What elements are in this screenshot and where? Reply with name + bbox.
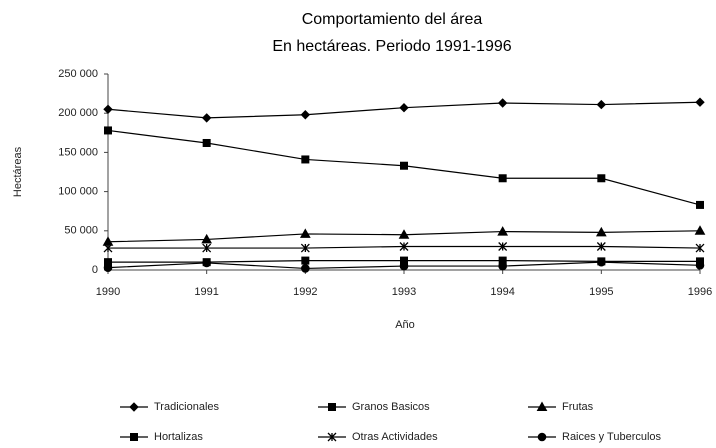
marker [595,226,607,237]
marker [202,258,211,268]
x-tick-label: 1994 [490,286,514,298]
marker [301,264,310,273]
marker [300,110,311,120]
marker [399,261,409,271]
marker [695,97,705,107]
marker [104,126,112,135]
marker [103,263,113,272]
marker [327,432,337,442]
marker [497,98,508,108]
marker [300,243,310,253]
marker [103,243,113,253]
marker [328,403,336,411]
marker [597,174,606,183]
y-tick-label: 50 000 [64,225,98,237]
y-tick-label: 100 000 [58,186,98,198]
marker [201,113,212,123]
legend-label: Granos Basicos [352,401,430,413]
y-tick-label: 150 000 [58,146,98,158]
x-tick-label: 1992 [293,286,317,298]
marker [694,225,706,235]
marker [301,155,310,164]
chart-subtitle: En hectáreas. Periodo 1991-1996 [272,38,511,55]
x-tick-label: 1996 [688,286,712,298]
x-tick-label: 1995 [589,286,613,298]
marker [202,243,212,253]
x-tick-label: 1993 [392,286,416,298]
marker [497,226,509,236]
chart-title: Comportamiento del área [302,11,483,28]
marker [398,229,410,239]
marker [597,257,606,267]
marker [537,432,547,442]
legend-label: Otras Actividades [352,431,438,443]
marker [696,200,704,209]
marker [695,260,705,270]
marker [201,233,213,244]
marker [301,256,310,265]
legend-label: Hortalizas [154,431,203,443]
marker [498,174,507,183]
marker [130,433,138,441]
marker [202,138,211,147]
y-tick-label: 200 000 [58,107,98,119]
marker [498,242,508,251]
y-tick-label: 0 [92,264,98,276]
y-axis-label: Hectáreas [12,146,24,197]
marker [129,402,139,412]
marker [596,99,607,110]
marker [399,242,409,251]
marker [695,243,705,253]
marker [596,242,606,251]
legend-label: Frutas [562,401,594,413]
marker [299,228,311,238]
marker [536,401,548,411]
legend-label: Tradicionales [154,401,220,413]
legend-label: Raices y Tuberculos [562,431,662,443]
x-axis-label: Año [395,319,415,331]
y-tick-label: 250 000 [58,68,98,80]
marker [400,161,408,170]
x-tick-label: 1990 [96,286,120,298]
marker [399,103,409,113]
marker [498,261,507,271]
x-tick-label: 1991 [194,286,218,298]
marker [103,104,113,114]
